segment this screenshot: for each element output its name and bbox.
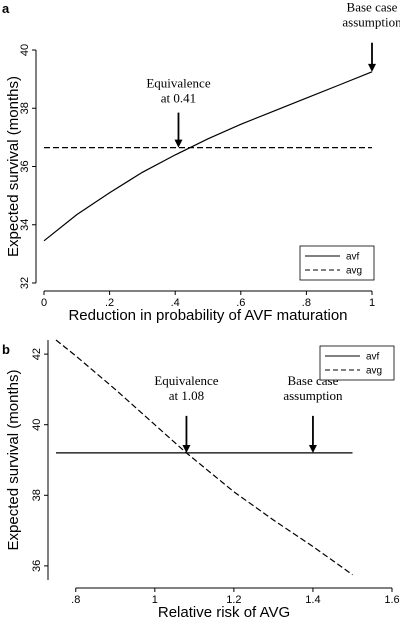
y-axis-title: Expected survival (months) [5, 370, 22, 551]
panel-b-survival-vs-relative-risk: b .8 1 1.2 1.4 1.6 Relative risk of AVG 36 38 40 4… [2, 339, 400, 621]
y-tick-label: 40 [31, 419, 43, 431]
x-tick-label: .8 [71, 594, 80, 606]
annotation-text: assumption [283, 388, 343, 403]
x-tick-label: 1.2 [226, 594, 241, 606]
legend-box [319, 345, 395, 381]
legend-label-avf: avf [346, 252, 360, 263]
annotation-arrow-head [182, 444, 191, 453]
y-axis-title: Expected survival (months) [5, 76, 22, 257]
y-tick-label: 42 [31, 348, 43, 360]
y-tick-label: 38 [19, 102, 31, 114]
legend-label-avg: avg [366, 366, 382, 377]
legend-label-avg: avg [346, 266, 362, 277]
legend-box [299, 245, 375, 281]
x-tick-label: .6 [236, 297, 245, 309]
x-tick-label: 1.4 [305, 594, 320, 606]
x-tick-label: .4 [171, 297, 180, 309]
x-axis-title: Relative risk of AVG [158, 604, 290, 621]
y-tick-label: 40 [19, 44, 31, 56]
legend-label-avf: avf [366, 352, 380, 363]
y-tick-label: 36 [19, 160, 31, 172]
x-tick-label: 1 [152, 594, 158, 606]
x-tick-label: 1.6 [384, 594, 399, 606]
annotation-text: Base case [347, 0, 398, 15]
annotation-text: assumption [342, 15, 400, 30]
y-tick-label: 34 [19, 219, 31, 231]
x-tick-label: .8 [302, 297, 311, 309]
y-tick-label: 32 [19, 277, 31, 289]
annotation-text: Equivalence [154, 373, 218, 388]
annotation-arrow-head [308, 444, 317, 453]
y-tick-label: 36 [31, 560, 43, 572]
annotation-text: at 1.08 [169, 388, 204, 403]
x-tick-label: 1 [369, 297, 375, 309]
annotation-arrow-head [174, 139, 183, 148]
x-tick-label: .2 [105, 297, 114, 309]
x-tick-label: 0 [41, 297, 47, 309]
annotation-text: Equivalence [146, 75, 210, 90]
panel-label: b [2, 342, 10, 357]
panel-label: a [2, 1, 10, 16]
x-axis-title: Reduction in probability of AVF maturati… [68, 307, 347, 324]
annotation-text: at 0.41 [161, 90, 196, 105]
y-tick-label: 38 [31, 489, 43, 501]
annotation-arrow-head [368, 63, 376, 72]
series-line-avg [55, 339, 353, 576]
panel-a-survival-vs-maturation: a 0 .2 .4 .6 .8 1 Reduction in probability of A… [2, 0, 400, 324]
series-line-avf [43, 71, 373, 242]
